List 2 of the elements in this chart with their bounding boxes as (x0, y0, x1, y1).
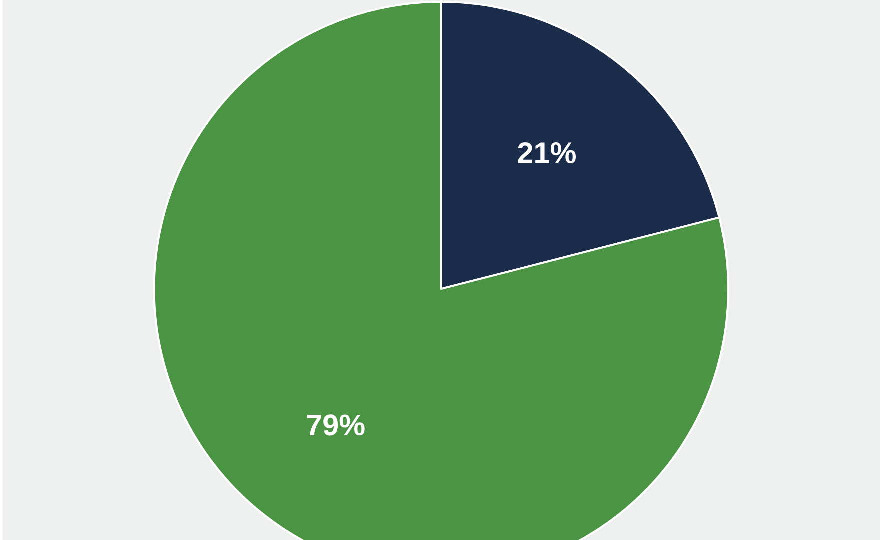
data-label: 21% (518, 142, 576, 164)
data-label: 79% (307, 414, 365, 436)
